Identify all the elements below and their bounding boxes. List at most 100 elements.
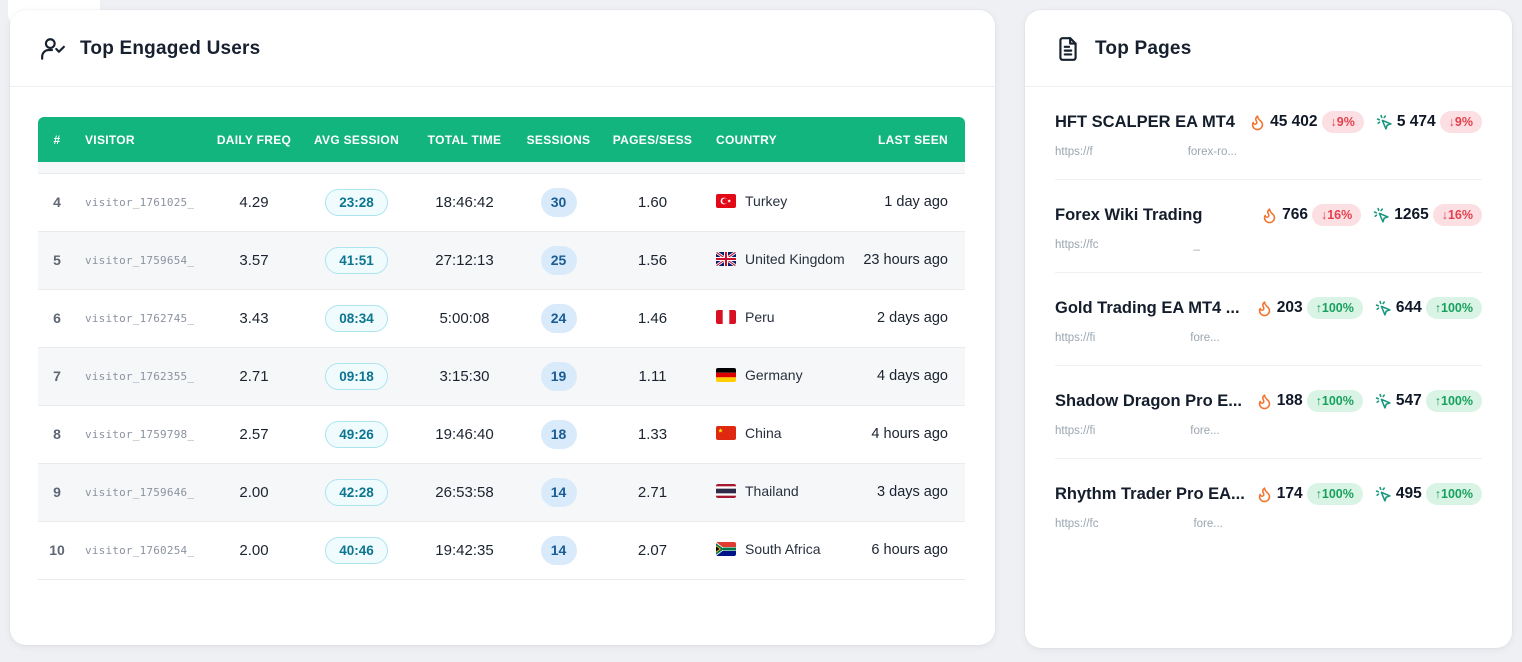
page-title-link[interactable]: Gold Trading EA MT4 ... xyxy=(1055,298,1240,317)
avg-session-pill: 23:28 xyxy=(325,188,388,216)
page-url: https://fi fore... xyxy=(1055,425,1220,437)
fire-icon xyxy=(1251,114,1264,130)
clicks-change-badge: ↓9% xyxy=(1439,111,1482,133)
clicks-change-badge: ↑100% xyxy=(1425,483,1482,505)
top-engaged-users-header: Top Engaged Users xyxy=(10,10,995,87)
sessions-pill: 14 xyxy=(540,535,577,565)
country-name: Germany xyxy=(745,366,803,383)
avg-session-pill: 41:51 xyxy=(325,246,388,274)
page-item: Shadow Dragon Pro E... 188 ↑100% 547 ↑10… xyxy=(1055,366,1482,459)
country-name: China xyxy=(745,424,782,441)
clicks-stat: 495 ↑100% xyxy=(1375,483,1482,505)
cursor-click-icon xyxy=(1375,300,1391,316)
top-pages-card: Top Pages HFT SCALPER EA MT4 - ... 45 40… xyxy=(1025,10,1512,648)
last-seen-cell: 1 day ago xyxy=(884,194,948,210)
views-change-badge: ↑100% xyxy=(1306,390,1363,412)
clicks-count: 644 xyxy=(1395,299,1422,316)
cursor-click-icon xyxy=(1375,486,1391,502)
avg-session-pill: 09:18 xyxy=(325,362,388,390)
flag-thailand-icon xyxy=(716,483,736,498)
views-stat: 766 ↓16% xyxy=(1261,204,1362,226)
clicks-count: 547 xyxy=(1395,392,1422,409)
views-count: 188 xyxy=(1276,392,1303,409)
pages-sess-cell: 2.71 xyxy=(637,483,668,501)
col-header-sessions: SESSIONS xyxy=(512,117,605,162)
avg-session-pill: 42:28 xyxy=(325,478,388,506)
views-stat: 203 ↑100% xyxy=(1256,297,1363,319)
total-time-cell: 18:46:42 xyxy=(435,193,494,211)
rank-cell: 6 xyxy=(53,310,61,326)
clicks-change-badge: ↓16% xyxy=(1432,204,1482,226)
col-header-country: COUNTRY xyxy=(700,117,855,162)
sessions-pill: 18 xyxy=(540,419,577,449)
views-count: 203 xyxy=(1276,299,1303,316)
table-row: 6 visitor_1762745_ 3.43 08:34 5:00:08 24… xyxy=(38,289,965,347)
user-check-icon xyxy=(41,38,65,60)
page-title-link[interactable]: Shadow Dragon Pro E... xyxy=(1055,391,1243,410)
views-stat: 174 ↑100% xyxy=(1256,483,1363,505)
rank-cell: 8 xyxy=(53,426,61,442)
rank-cell: 9 xyxy=(53,484,61,500)
avg-session-pill: 49:26 xyxy=(325,420,388,448)
pages-sess-cell: 1.46 xyxy=(637,309,668,327)
clicks-stat: 547 ↑100% xyxy=(1375,390,1482,412)
visitor-cell: visitor_1759654_ xyxy=(85,253,195,267)
table-row-partial xyxy=(38,162,965,173)
engaged-users-table: # VISITOR DAILY FREQ AVG SESSION TOTAL T… xyxy=(38,117,965,580)
views-count: 45 402 xyxy=(1270,113,1318,130)
page-title-link[interactable]: Rhythm Trader Pro EA... xyxy=(1055,484,1245,503)
fire-icon xyxy=(1263,207,1276,223)
clicks-count: 1265 xyxy=(1394,206,1429,223)
sessions-pill: 19 xyxy=(540,361,577,391)
col-header-last-seen: LAST SEEN xyxy=(855,117,965,162)
dashboard-panels: Top Engaged Users # VISITOR DAILY FREQ A… xyxy=(10,10,1512,648)
last-seen-cell: 4 hours ago xyxy=(871,426,948,442)
cursor-click-icon xyxy=(1376,114,1392,130)
cursor-click-icon xyxy=(1375,393,1391,409)
top-pages-list: HFT SCALPER EA MT4 - ... 45 402 ↓9% 5 47… xyxy=(1025,87,1512,551)
avg-session-pill: 40:46 xyxy=(325,536,388,564)
clicks-stat: 1265 ↓16% xyxy=(1373,204,1482,226)
page-title-link[interactable]: Forex Wiki Trading xyxy=(1055,205,1203,224)
rank-cell: 5 xyxy=(53,252,61,268)
total-time-cell: 5:00:08 xyxy=(439,309,490,327)
table-row: 10 visitor_1760254_ 2.00 40:46 19:42:35 … xyxy=(38,521,965,579)
country-name: Peru xyxy=(745,308,775,325)
col-header-visitor: VISITOR xyxy=(76,117,212,162)
rank-cell: 4 xyxy=(53,194,61,210)
top-engaged-users-title: Top Engaged Users xyxy=(80,38,261,59)
page-url: https://fc fore... xyxy=(1055,518,1223,530)
sessions-pill: 24 xyxy=(540,303,577,333)
views-change-badge: ↓9% xyxy=(1321,111,1364,133)
table-row: 8 visitor_1759798_ 2.57 49:26 19:46:40 1… xyxy=(38,405,965,463)
sessions-pill: 30 xyxy=(540,187,577,217)
total-time-cell: 19:42:35 xyxy=(435,541,494,559)
visitor-cell: visitor_1760254_ xyxy=(85,543,195,557)
cursor-click-icon xyxy=(1374,207,1389,223)
total-time-cell: 19:46:40 xyxy=(435,425,494,443)
page-item: HFT SCALPER EA MT4 - ... 45 402 ↓9% 5 47… xyxy=(1055,87,1482,180)
fire-icon xyxy=(1258,486,1271,502)
daily-freq-cell: 3.57 xyxy=(239,251,269,269)
daily-freq-cell: 2.00 xyxy=(239,541,269,559)
views-stat: 45 402 ↓9% xyxy=(1249,111,1364,133)
last-seen-cell: 4 days ago xyxy=(877,368,948,384)
clicks-count: 5 474 xyxy=(1396,113,1436,130)
flag-united-kingdom-icon xyxy=(716,251,736,266)
pages-sess-cell: 1.33 xyxy=(637,425,668,443)
table-header: # VISITOR DAILY FREQ AVG SESSION TOTAL T… xyxy=(38,117,965,162)
page-item: Rhythm Trader Pro EA... 174 ↑100% 495 ↑1… xyxy=(1055,459,1482,551)
clicks-change-badge: ↑100% xyxy=(1425,297,1482,319)
total-time-cell: 3:15:30 xyxy=(439,367,490,385)
table-row: 4 visitor_1761025_ 4.29 23:28 18:46:42 3… xyxy=(38,173,965,231)
visitor-cell: visitor_1762355_ xyxy=(85,369,195,383)
pages-sess-cell: 1.60 xyxy=(637,193,668,211)
flag-south-africa-icon xyxy=(716,541,736,556)
pages-sess-cell: 2.07 xyxy=(637,541,668,559)
page-title-link[interactable]: HFT SCALPER EA MT4 - ... xyxy=(1055,112,1239,131)
flag-germany-icon xyxy=(716,367,736,382)
avg-session-pill: 08:34 xyxy=(325,304,388,332)
top-pages-title: Top Pages xyxy=(1095,38,1192,59)
page-item: Gold Trading EA MT4 ... 203 ↑100% 644 ↑1… xyxy=(1055,273,1482,366)
col-header-pages-sess: PAGES/SESS xyxy=(605,117,700,162)
